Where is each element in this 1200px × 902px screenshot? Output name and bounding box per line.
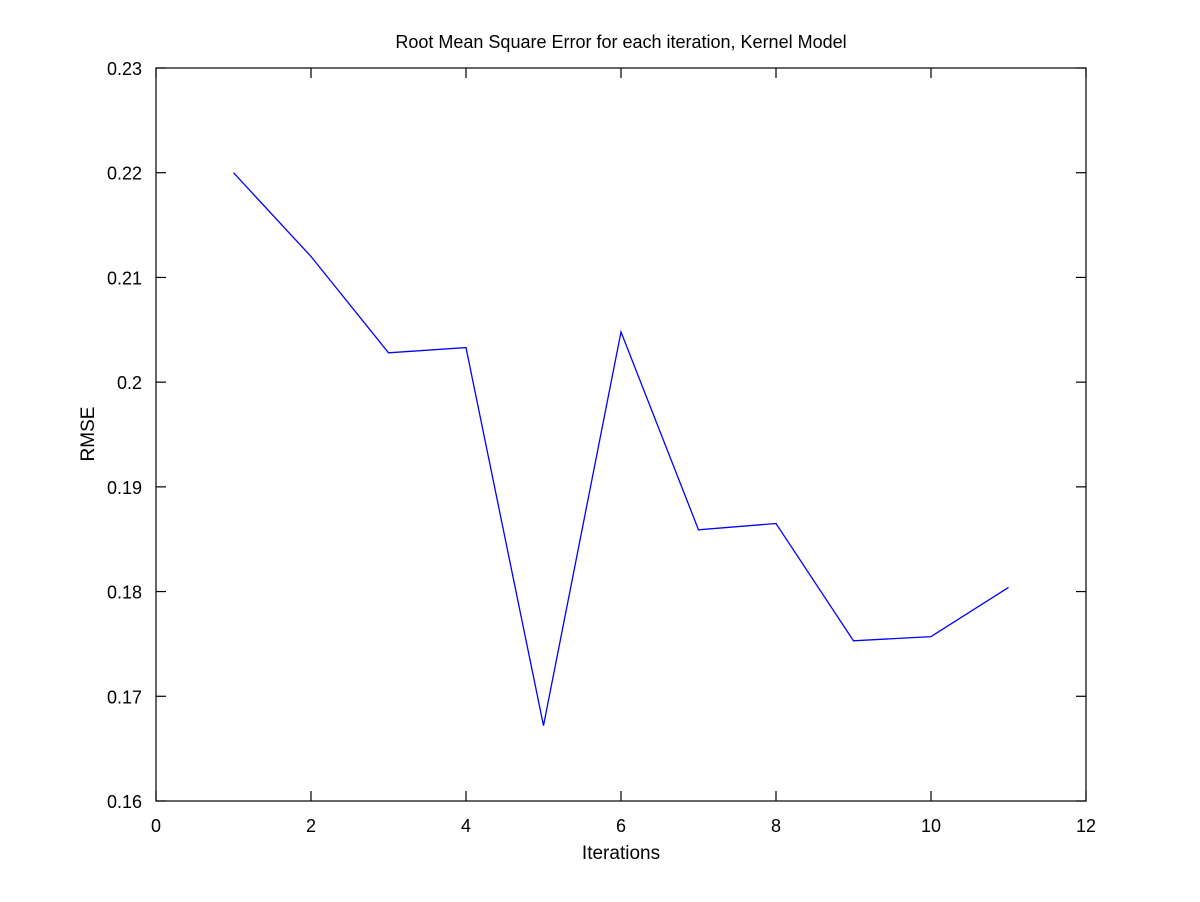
x-tick-label: 6 (616, 816, 626, 836)
axis-ticks (155, 67, 1087, 802)
y-tick-label: 0.19 (107, 478, 142, 498)
x-tick-label: 8 (771, 816, 781, 836)
y-tick-label: 0.21 (107, 268, 142, 288)
x-tick-label: 12 (1076, 816, 1096, 836)
x-tick-label: 10 (921, 816, 941, 836)
y-tick-label: 0.18 (107, 583, 142, 603)
y-tick-label: 0.17 (107, 687, 142, 707)
y-tick-label: 0.22 (107, 164, 142, 184)
chart-title: Root Mean Square Error for each iteratio… (395, 32, 846, 52)
series-line (233, 172, 1009, 726)
x-axis-label: Iterations (582, 843, 660, 864)
x-tick-label: 2 (306, 816, 316, 836)
y-tick-label: 0.16 (107, 792, 142, 812)
data-series (233, 172, 1009, 726)
y-tick-label: 0.23 (107, 59, 142, 79)
y-tick-labels: 0.16 0.17 0.18 0.19 0.2 0.21 0.22 0.23 (107, 59, 142, 812)
y-tick-label: 0.2 (117, 373, 142, 393)
plot-area-frame (155, 67, 1087, 802)
x-tick-label: 0 (151, 816, 161, 836)
x-tick-labels: 0 2 4 6 8 10 12 (151, 816, 1096, 836)
y-axis-label: RMSE (78, 407, 99, 462)
x-tick-label: 4 (461, 816, 471, 836)
